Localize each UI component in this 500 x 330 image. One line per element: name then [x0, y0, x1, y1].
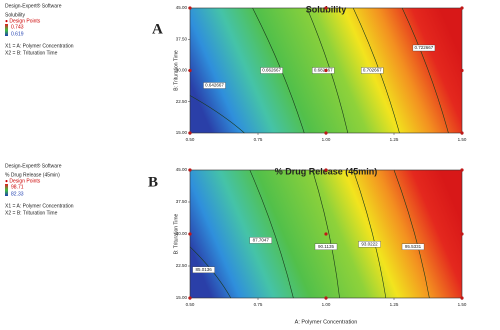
- design-point: [460, 296, 464, 300]
- contour-line: [393, 169, 430, 299]
- contour-line: [312, 169, 340, 299]
- response-label: Solubility: [5, 12, 26, 18]
- design-points-label: ● Design Points: [5, 178, 41, 184]
- contour-label-bg: [192, 266, 215, 273]
- y-axis-label: B: Trituration Time: [173, 50, 179, 91]
- design-point: [188, 168, 192, 172]
- contour-line: [352, 169, 387, 299]
- contour-label: 95.5331: [405, 244, 422, 249]
- x-tick-label: 1.50: [458, 137, 467, 142]
- design-point: [188, 131, 192, 135]
- software-label: Design-Expert® Software: [5, 2, 62, 9]
- design-point: [324, 168, 328, 172]
- contour-label-bg: [203, 82, 226, 89]
- x1-label: X1 = A: Polymer Concentration: [5, 43, 74, 49]
- x2-label: X2 = B: Trituration Time: [5, 210, 58, 216]
- software-label: Design-Expert® Software: [5, 162, 62, 169]
- y-tick-label: 45.00: [176, 167, 188, 172]
- design-point: [324, 296, 328, 300]
- contour-line: [249, 169, 294, 299]
- legend-high: 98.71: [11, 184, 24, 190]
- x-tick-label: 1.00: [322, 137, 331, 142]
- legend-scale: [5, 24, 8, 36]
- y-tick-label: 15.00: [176, 130, 188, 135]
- legend-low: 0.619: [11, 31, 24, 37]
- contour-label: 87.7047: [253, 238, 270, 243]
- y-tick-label: 37.50: [176, 199, 188, 204]
- legend-scale: [5, 184, 8, 196]
- y-tick-label: 15.00: [176, 295, 188, 300]
- contour-label-bg: [401, 243, 425, 250]
- x-axis-label: A: Polymer Concentration: [295, 319, 358, 325]
- x2-label: X2 = B: Trituration Time: [5, 50, 58, 56]
- contour-label-bg: [249, 237, 272, 244]
- design-point: [324, 6, 328, 10]
- x-tick-label: 1.50: [458, 302, 467, 307]
- y-tick-label: 45.00: [176, 5, 188, 10]
- design-point: [460, 232, 464, 236]
- legend-low: 82.33: [11, 191, 24, 197]
- design-point: [460, 168, 464, 172]
- design-point: [460, 131, 464, 135]
- design-point: [324, 232, 328, 236]
- contour-label: 0.642667: [205, 83, 224, 88]
- design-point: [324, 131, 328, 135]
- y-tick-label: 22.50: [176, 263, 188, 268]
- design-point: [324, 68, 328, 73]
- panel-label: A: [152, 21, 163, 37]
- design-point: [188, 6, 192, 10]
- contour-label: 85.0136: [195, 267, 212, 272]
- contour-label-bg: [361, 67, 384, 74]
- contour-label: 90.1135: [318, 244, 334, 249]
- contour-label: 0.722667: [415, 45, 434, 50]
- x-tick-label: 0.50: [186, 137, 195, 142]
- x-tick-label: 0.50: [186, 302, 195, 307]
- design-point: [188, 232, 192, 236]
- y-tick-label: 22.50: [176, 99, 188, 104]
- y-tick-label: 37.50: [176, 36, 188, 41]
- contour-label: 93.0222: [361, 241, 378, 246]
- contour-label-bg: [260, 67, 283, 74]
- x-tick-label: 0.75: [254, 137, 263, 142]
- contour-label: 0.682667: [314, 68, 333, 73]
- design-point: [460, 6, 464, 10]
- x-tick-label: 0.75: [254, 302, 263, 307]
- design-point: [460, 68, 464, 73]
- contour-label: 0.662667: [262, 68, 281, 73]
- contour-line: [401, 7, 449, 134]
- contour-label-bg: [358, 241, 381, 248]
- x1-label: X1 = A: Polymer Concentration: [5, 203, 74, 209]
- design-points-label: ● Design Points: [5, 18, 41, 24]
- x-tick-label: 1.25: [390, 137, 399, 142]
- design-point: [188, 296, 192, 300]
- contour-line: [189, 95, 245, 134]
- contour-label: 0.702667: [363, 68, 382, 73]
- contour-label-bg: [314, 243, 338, 250]
- y-tick-label: 30.00: [176, 231, 188, 236]
- y-axis-label: B: Trituration Time: [173, 214, 179, 255]
- x-tick-label: 1.25: [390, 302, 399, 307]
- contour-label-bg: [412, 44, 436, 52]
- legend-high: 0.743: [11, 24, 24, 30]
- x-tick-label: 1.00: [322, 302, 331, 307]
- response-label: % Drug Release (45min): [5, 172, 60, 178]
- design-point: [188, 68, 192, 73]
- contour-label-bg: [312, 67, 335, 74]
- y-tick-label: 30.00: [176, 68, 188, 73]
- panel-label: B: [148, 174, 158, 190]
